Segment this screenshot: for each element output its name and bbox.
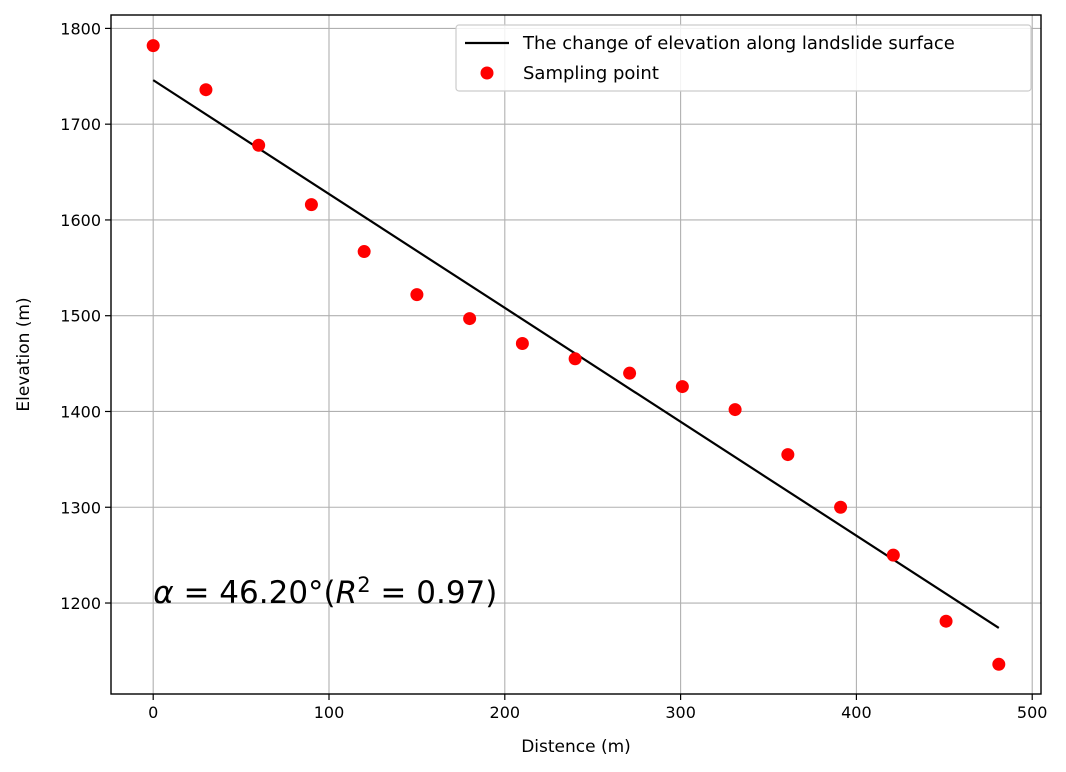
legend-label-line: The change of elevation along landslide … [522, 33, 955, 54]
y-axis-title: Elevation (m) [14, 297, 34, 411]
x-tick-label: 100 [314, 703, 345, 722]
sampling-point [834, 500, 848, 514]
sampling-point [781, 448, 795, 462]
sampling-point [463, 312, 477, 326]
y-tick-label: 1400 [60, 402, 101, 421]
legend-box [455, 24, 1032, 92]
sampling-point [199, 83, 213, 97]
axes-frame [110, 14, 1042, 695]
sampling-point [623, 366, 637, 380]
y-tick-label: 1300 [60, 498, 101, 517]
x-tick-label: 500 [1017, 703, 1048, 722]
sampling-point [886, 548, 900, 562]
sampling-point [357, 245, 371, 259]
y-tick-label: 1200 [60, 594, 101, 613]
y-tick-label: 1700 [60, 115, 101, 134]
annotation-alpha: α [153, 575, 173, 611]
sampling-point [939, 614, 953, 628]
annotation-alpha-value: = 46.20°( [174, 575, 336, 611]
slope-annotation: α = 46.20°(R2 = 0.97) [153, 573, 497, 611]
sampling-point [410, 288, 424, 302]
x-tick-label: 0 [148, 703, 158, 722]
sampling-point [252, 138, 266, 152]
sampling-point [304, 198, 318, 212]
sampling-point [515, 336, 529, 350]
ticks: 0 100 200 300 400 500 1200 1300 1400 1500 1600 1700… [60, 19, 1047, 722]
annotation-r-exponent: 2 [357, 573, 370, 597]
plot-area [146, 39, 1006, 671]
annotation-r: R [336, 575, 358, 611]
x-tick-label: 200 [490, 703, 521, 722]
x-axis-title: Distence (m) [521, 737, 631, 757]
y-tick-label: 1600 [60, 211, 101, 230]
legend-marker-swatch [480, 66, 494, 80]
sampling-point [675, 380, 689, 394]
x-tick-label: 300 [665, 703, 696, 722]
legend: The change of elevation along landslide … [455, 24, 1032, 92]
sampling-point [992, 657, 1006, 671]
x-tick-label: 400 [841, 703, 872, 722]
sampling-point [568, 352, 582, 366]
y-tick-label: 1500 [60, 307, 101, 326]
sampling-point [728, 403, 742, 417]
legend-label-points: Sampling point [523, 63, 659, 84]
sampling-point [146, 39, 160, 53]
annotation-r-value: = 0.97) [371, 575, 498, 611]
y-tick-label: 1800 [60, 19, 101, 38]
